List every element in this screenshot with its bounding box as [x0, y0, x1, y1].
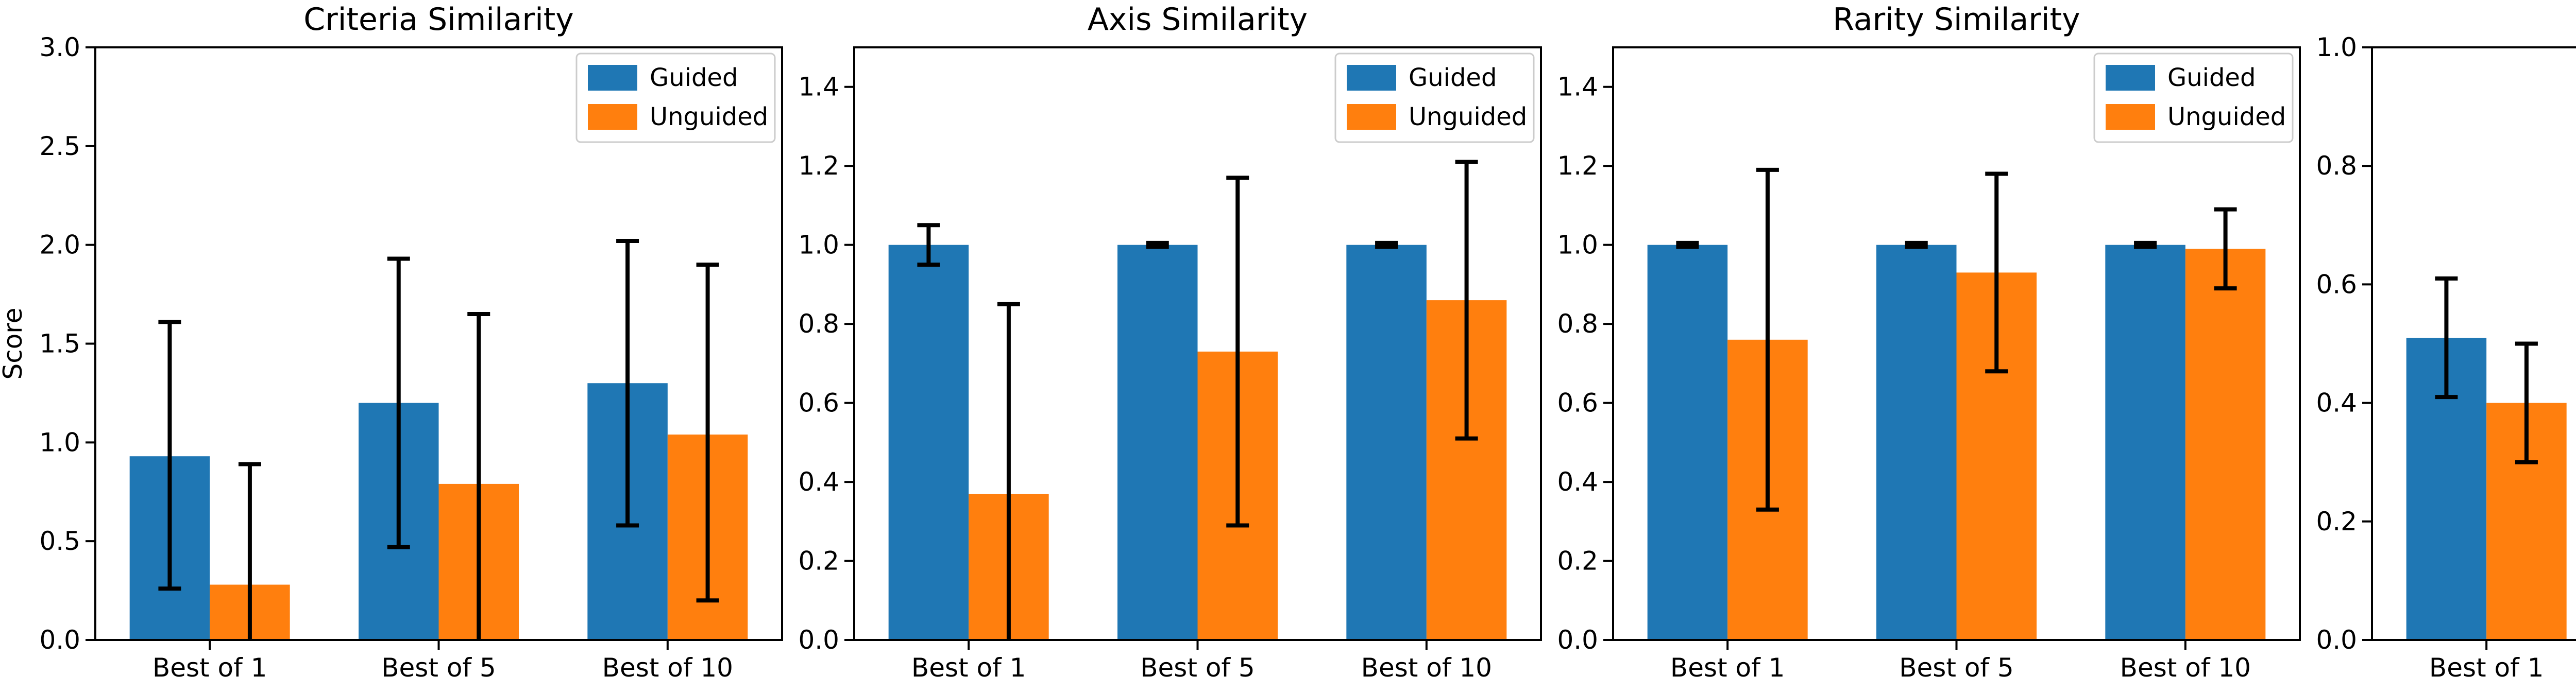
error-bar-guided-best-of-1: [1676, 240, 1699, 249]
bar-guided-best-of-10: [1346, 245, 1427, 640]
y-tick-label: 0.2: [2316, 507, 2357, 536]
panel-title: Rarity Similarity: [1833, 2, 2080, 38]
x-tick-label: Best of 10: [1361, 653, 1492, 683]
legend-label-unguided: Unguided: [650, 102, 768, 131]
panel-title: Axis Similarity: [1088, 2, 1308, 38]
legend-swatch-guided: [588, 65, 637, 91]
error-bar-unguided-best-of-5: [467, 311, 490, 640]
error-bar-guided-best-of-5: [1146, 240, 1169, 249]
x-tick-label: Best of 10: [2120, 653, 2251, 683]
error-bar-unguided-best-of-1: [997, 302, 1020, 640]
y-tick-label: 0.5: [39, 526, 80, 556]
legend: Guided Unguided: [1334, 53, 1535, 143]
legend-label-guided: Guided: [2167, 63, 2256, 92]
error-bar-guided-best-of-5: [387, 256, 410, 549]
y-tick-label: 1.4: [798, 72, 839, 102]
bar-guided-best-of-5: [1876, 245, 1957, 640]
error-bar-unguided-best-of-10: [696, 263, 719, 603]
y-tick-label: 1.5: [39, 329, 80, 359]
error-bar-unguided-best-of-5: [1226, 176, 1249, 528]
y-tick-label: 0.6: [798, 388, 839, 418]
y-axis-label: Score: [0, 307, 28, 379]
legend-swatch-guided: [2106, 65, 2155, 91]
error-bar-unguided-best-of-1: [2515, 341, 2538, 464]
y-tick-label: 1.0: [1557, 230, 1598, 260]
x-tick-label: Best of 1: [2429, 653, 2544, 683]
legend: Guided Unguided: [575, 53, 776, 143]
error-bar-unguided-best-of-1: [1756, 167, 1779, 512]
y-tick-label: 0.8: [1557, 309, 1598, 339]
y-tick-label: 0.4: [1557, 467, 1598, 497]
x-tick-label: Best of 5: [1140, 653, 1255, 683]
legend-label-guided: Guided: [650, 63, 738, 92]
y-tick-label: 1.0: [798, 230, 839, 260]
y-tick-label: 0.0: [2316, 625, 2357, 655]
error-bar-guided-best-of-1: [158, 320, 181, 591]
y-tick-label: 1.4: [1557, 72, 1598, 102]
x-tick-label: Best of 1: [911, 653, 1026, 683]
y-tick-label: 0.4: [798, 467, 839, 497]
y-tick-label: 1.2: [798, 151, 839, 181]
bar-unguided-best-of-10: [2185, 249, 2266, 640]
error-bar-unguided-best-of-10: [1455, 160, 1478, 441]
x-tick-label: Best of 5: [381, 653, 496, 683]
y-tick-label: 0.6: [2316, 269, 2357, 299]
y-tick-label: 0.8: [2316, 151, 2357, 181]
x-tick-label: Best of 1: [1670, 653, 1785, 683]
error-bar-unguided-best-of-10: [2214, 207, 2237, 291]
error-bar-unguided-best-of-1: [238, 462, 261, 640]
x-tick-label: Best of 1: [152, 653, 267, 683]
bar-guided-best-of-1: [1647, 245, 1728, 640]
error-bar-guided-best-of-5: [1905, 240, 1928, 249]
y-tick-label: 0.0: [39, 625, 80, 655]
panel-title: Criteria Similarity: [303, 2, 574, 38]
panel-axis-similarity: 0.0 0.2 0.4 0.6 0.8 1.0 1.2 1.4 Best of 1 Best of…: [798, 2, 1542, 683]
legend-label-guided: Guided: [1409, 63, 1497, 92]
y-tick-label: 1.2: [1557, 151, 1598, 181]
error-bar-guided-best-of-10: [616, 238, 639, 528]
y-tick-label: 2.0: [39, 230, 80, 260]
panel-criteria-similarity: 0.0 0.5 1.0 1.5 2.0 2.5 3.0 Best of 1 Best of 5 B…: [0, 2, 783, 683]
error-bar-guided-best-of-1: [917, 223, 940, 267]
legend-label-unguided: Unguided: [1409, 102, 1527, 131]
bar-guided-best-of-1: [888, 245, 969, 640]
y-tick-label: 0.8: [798, 309, 839, 339]
y-tick-label: 0.4: [2316, 388, 2357, 418]
legend-swatch-guided: [1347, 65, 1396, 91]
error-bar-guided-best-of-1: [2435, 276, 2458, 400]
y-tick-label: 0.2: [1557, 546, 1598, 576]
legend-swatch-unguided: [588, 104, 637, 130]
y-tick-label: 0.2: [798, 546, 839, 576]
legend-swatch-unguided: [1347, 104, 1396, 130]
bar-guided-best-of-10: [2105, 245, 2185, 640]
axes-spines: [2371, 46, 2576, 641]
legend-label-unguided: Unguided: [2167, 102, 2286, 131]
y-tick-label: 2.5: [39, 131, 80, 161]
y-tick-label: 0.0: [798, 625, 839, 655]
y-tick-label: 1.0: [2316, 32, 2357, 62]
y-tick-label: 3.0: [39, 32, 80, 62]
error-bar-guided-best-of-10: [2134, 240, 2157, 249]
error-bar-guided-best-of-10: [1375, 240, 1398, 249]
x-tick-label: Best of 10: [602, 653, 733, 683]
y-tick-label: 1.0: [39, 427, 80, 457]
panel-rarity-similarity: 0.0 0.2 0.4 0.6 0.8 1.0 1.2 1.4 Best of 1 Best of…: [1557, 2, 2301, 683]
y-tick-label: 0.0: [1557, 625, 1598, 655]
x-tick-label: Best of 5: [1899, 653, 2014, 683]
legend-swatch-unguided: [2106, 104, 2155, 130]
error-bar-unguided-best-of-5: [1985, 171, 2008, 374]
bar-guided-best-of-5: [1117, 245, 1198, 640]
y-tick-label: 0.6: [1557, 388, 1598, 418]
legend: Guided Unguided: [2093, 53, 2294, 143]
